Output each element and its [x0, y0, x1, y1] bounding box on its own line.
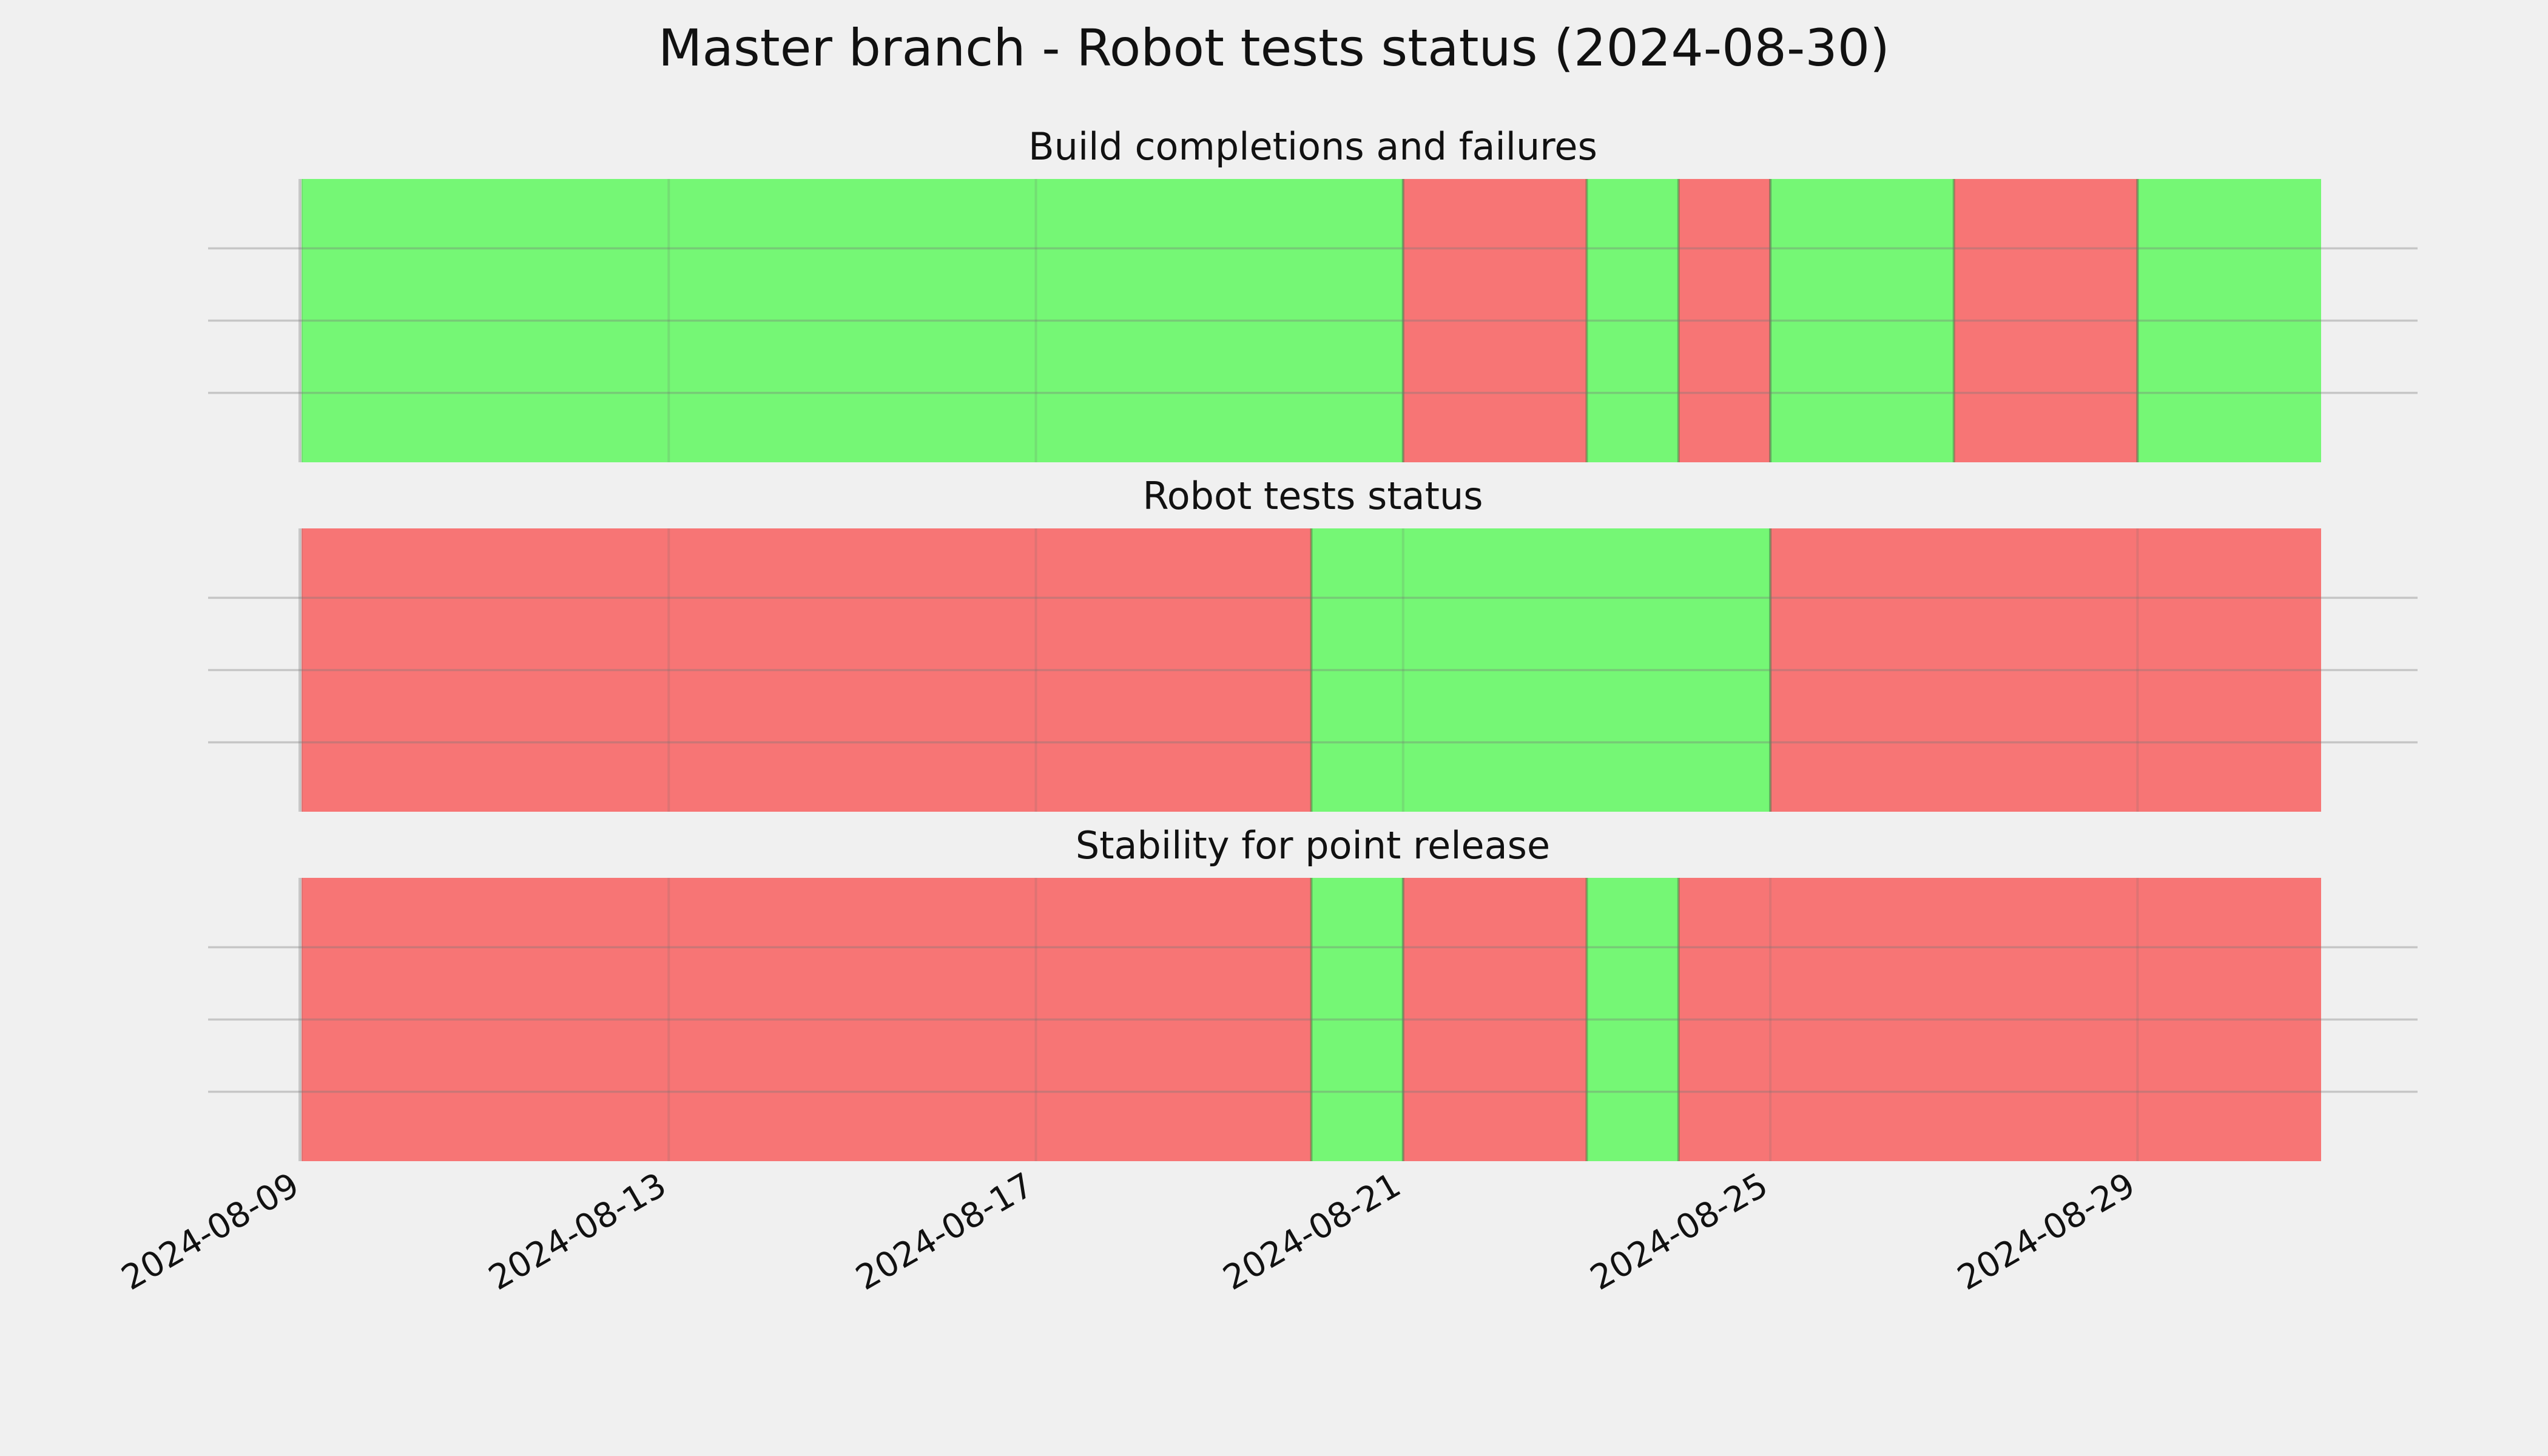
status-segment-fail: [1678, 878, 2321, 1161]
panels-layer: Build completions and failures Robot test…: [208, 124, 2418, 1161]
status-segment-fail: [302, 528, 1312, 812]
panel-title: Robot tests status: [1142, 474, 1483, 518]
status-segment-fail: [1770, 528, 2321, 812]
status-segment-fail: [1403, 179, 1587, 462]
panel-title: Build completions and failures: [1028, 124, 1597, 169]
status-segment-fail: [302, 878, 1312, 1161]
status-segment-fail: [1403, 878, 1587, 1161]
status-segment-fail: [1678, 179, 1771, 462]
panel-3: Stability for point release: [208, 823, 2418, 1161]
status-segment-pass: [1311, 878, 1403, 1161]
panel-title: Stability for point release: [1076, 823, 1550, 868]
status-segment-pass: [1770, 179, 1954, 462]
chart-title: Master branch - Robot tests status (2024…: [658, 18, 1890, 78]
panel-2: Robot tests status: [208, 474, 2418, 812]
status-segment-pass: [2137, 179, 2321, 462]
status-segment-pass: [302, 179, 1403, 462]
panel-1: Build completions and failures: [208, 124, 2418, 462]
status-segment-pass: [1311, 528, 1771, 812]
status-segment-pass: [1586, 878, 1679, 1161]
status-segment-fail: [1953, 179, 2138, 462]
status-segment-pass: [1586, 179, 1679, 462]
